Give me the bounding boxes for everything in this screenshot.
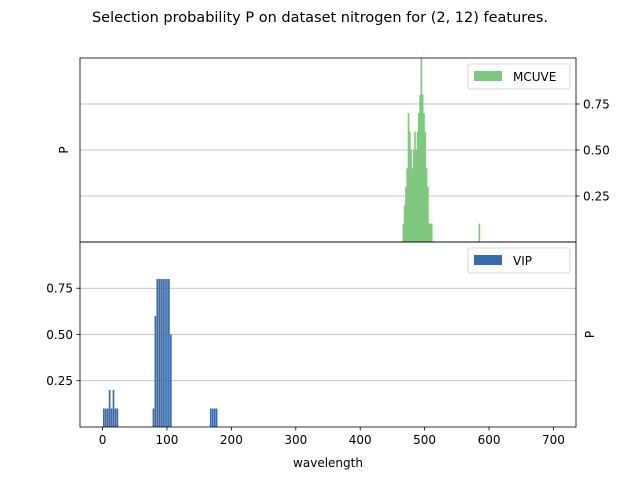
panel-top: 0.25 0.50 0.75 P MCUVE [57, 57, 610, 243]
y-tick-label: 0.50 [583, 143, 610, 157]
bar-mcuve [416, 131, 419, 242]
x-tick-label: 300 [284, 433, 307, 447]
bar-vip [110, 408, 113, 427]
legend-label: VIP [513, 254, 532, 268]
y-tick-label: 0.50 [46, 328, 73, 342]
bar-mcuve [406, 168, 409, 242]
bar-mcuve [429, 223, 432, 242]
bar-mcuve [430, 223, 433, 242]
bar-vip [162, 279, 164, 427]
bar-mcuve [411, 168, 414, 242]
bar-mcuve [410, 150, 412, 242]
bar-vip [209, 408, 212, 427]
bar-mcuve [419, 94, 421, 242]
bar-vip [112, 390, 115, 427]
bar-vip [104, 408, 107, 427]
panel-bottom: 0.25 0.50 0.75 P VIP [46, 241, 597, 428]
bar-vip [169, 334, 172, 427]
x-tick-label: 400 [349, 433, 372, 447]
bar-mcuve [420, 58, 423, 242]
bar-mcuve [428, 223, 430, 242]
bar-mcuve [427, 186, 429, 242]
bar-mcuve [402, 223, 405, 242]
y-tick-label: 0.25 [583, 189, 610, 203]
y-tick-label: 0.75 [583, 97, 610, 111]
bar-mcuve [423, 113, 425, 242]
y-axis-label: P [57, 146, 71, 153]
bar-vip [114, 408, 117, 427]
x-axis-label: wavelength [293, 456, 363, 470]
x-tick-label: 700 [542, 433, 565, 447]
bar-mcuve [424, 131, 427, 242]
bar-mcuve [407, 113, 410, 242]
bar-mcuve [478, 223, 481, 242]
legend-box [467, 247, 571, 274]
bar-vip [154, 316, 157, 427]
bar-vip [108, 390, 111, 427]
x-tick-label: 100 [156, 433, 179, 447]
bar-vip [213, 408, 216, 427]
x-tick-label: 600 [478, 433, 501, 447]
legend-box [467, 63, 571, 90]
bar-mcuve [412, 150, 415, 242]
bar-mcuve [417, 113, 420, 242]
bar-mcuve [425, 168, 428, 242]
legend-label: MCUVE [513, 70, 556, 84]
legend: MCUVE [467, 63, 571, 90]
chart-title: Selection probability P on dataset nitro… [92, 10, 548, 26]
bar-vip [158, 279, 161, 427]
bar-vip [160, 279, 163, 427]
bar-vip [152, 408, 155, 427]
bar-mcuve [421, 94, 424, 242]
bar-vip [164, 279, 166, 427]
legend: VIP [467, 247, 571, 274]
bar-mcuve [403, 205, 406, 242]
y-axis-label: P [583, 331, 597, 338]
y-tick-label: 0.75 [46, 282, 73, 296]
bar-vip [215, 408, 218, 427]
legend-swatch [474, 71, 502, 81]
bar-mcuve [408, 131, 411, 242]
bar-vip [211, 408, 214, 427]
legend-swatch [474, 255, 502, 265]
bar-vip [166, 279, 168, 427]
bar-mcuve [415, 150, 418, 242]
bar-vip [106, 408, 109, 427]
bar-vip [156, 279, 159, 427]
bar-vip [168, 279, 170, 427]
x-tick-label: 500 [413, 433, 436, 447]
bar-vip [102, 408, 105, 427]
y-tick-label: 0.25 [46, 374, 73, 388]
panels: 0.25 0.50 0.75 P MCUVE 0.25 0.50 0.75 P VIP 0 100 20… [46, 57, 610, 447]
bar-mcuve [405, 186, 407, 242]
x-axis: 0 100 200 300 400 500 600 700 [99, 427, 565, 447]
x-tick-label: 200 [220, 433, 243, 447]
x-tick-label: 0 [99, 433, 107, 447]
bar-mcuve [414, 131, 416, 242]
bar-vip [116, 408, 119, 427]
